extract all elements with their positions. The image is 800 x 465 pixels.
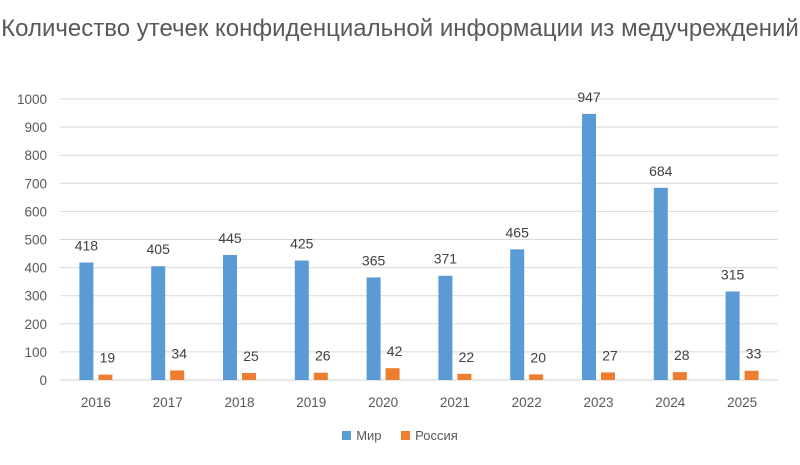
bar-russia (457, 373, 472, 380)
bar-russia (170, 370, 185, 380)
y-axis-ticks: 0 100 200 300 400 500 600 700 800 900 1000 (17, 92, 47, 388)
y-tick-label: 700 (24, 176, 47, 191)
x-tick-label: 2017 (153, 395, 183, 410)
bar-world (725, 291, 740, 380)
legend-swatch-world (342, 431, 352, 440)
bar-russia (744, 370, 759, 380)
data-label-russia: 20 (530, 349, 546, 365)
data-label-world: 684 (649, 163, 673, 179)
x-tick-label: 2016 (81, 395, 111, 410)
data-label-world: 418 (75, 238, 99, 254)
data-label-world: 445 (218, 230, 242, 246)
x-tick-label: 2023 (583, 395, 613, 410)
legend-item-russia: Россия (401, 428, 458, 443)
data-label-russia: 28 (674, 347, 690, 363)
x-tick-label: 2025 (727, 395, 757, 410)
bar-world (438, 275, 453, 380)
data-label-russia: 27 (602, 347, 618, 363)
y-tick-label: 900 (24, 120, 47, 135)
bar-world (582, 113, 596, 380)
y-tick-label: 800 (24, 148, 47, 163)
bar-world (223, 254, 237, 380)
data-label-world: 405 (147, 241, 171, 257)
data-label-russia: 42 (387, 343, 403, 359)
y-tick-label: 600 (24, 204, 47, 219)
data-label-russia: 19 (100, 350, 116, 366)
data-label-world: 425 (290, 236, 314, 252)
x-axis-ticks: 2016 2017 2018 2019 2020 2021 2022 2023 2024 2025 (81, 395, 757, 410)
y-tick-label: 100 (24, 345, 47, 360)
bar-world (366, 277, 381, 380)
data-label-world: 465 (506, 224, 530, 240)
y-tick-label: 400 (24, 261, 47, 276)
x-tick-label: 2019 (296, 395, 326, 410)
y-tick-label: 300 (24, 289, 47, 304)
bar-russia (313, 372, 328, 380)
bar-world (510, 249, 525, 380)
bar-russia (529, 374, 544, 380)
data-label-world: 947 (577, 89, 601, 105)
y-tick-label: 200 (24, 317, 47, 332)
data-label-world: 371 (434, 251, 458, 267)
bar-world (294, 260, 309, 380)
data-label-russia: 26 (315, 348, 331, 364)
bar-russia (601, 372, 615, 380)
legend-label-world: Мир (356, 428, 382, 443)
bar-world (151, 266, 166, 380)
legend-item-world: Мир (342, 428, 382, 443)
data-label-russia: 25 (243, 348, 259, 364)
bar-world (79, 262, 94, 380)
data-label-russia: 34 (171, 345, 187, 361)
bar-russia (672, 372, 687, 380)
bar-world (653, 187, 668, 380)
data-labels: 418 19 405 34 445 25 425 26 365 42 371 22 465 20 947 27… (75, 89, 762, 366)
x-tick-label: 2021 (440, 395, 470, 410)
chart-title: Количество утечек конфиденциальной инфор… (1, 15, 799, 42)
y-tick-label: 0 (39, 373, 47, 388)
bars (79, 113, 759, 380)
bar-russia (385, 368, 400, 380)
x-tick-label: 2018 (224, 395, 254, 410)
x-tick-label: 2024 (655, 395, 686, 410)
y-tick-label: 1000 (17, 92, 47, 107)
y-tick-label: 500 (24, 233, 47, 248)
legend: Мир Россия (0, 428, 800, 443)
x-tick-label: 2020 (368, 395, 398, 410)
data-label-russia: 33 (746, 346, 762, 362)
x-tick-label: 2022 (512, 395, 542, 410)
bar-russia (242, 372, 256, 380)
data-label-russia: 22 (459, 349, 475, 365)
legend-swatch-russia (401, 431, 411, 440)
bar-russia (98, 374, 113, 380)
gridlines (60, 98, 778, 381)
data-label-world: 365 (362, 252, 386, 268)
legend-label-russia: Россия (415, 428, 458, 443)
data-label-world: 315 (721, 266, 745, 282)
